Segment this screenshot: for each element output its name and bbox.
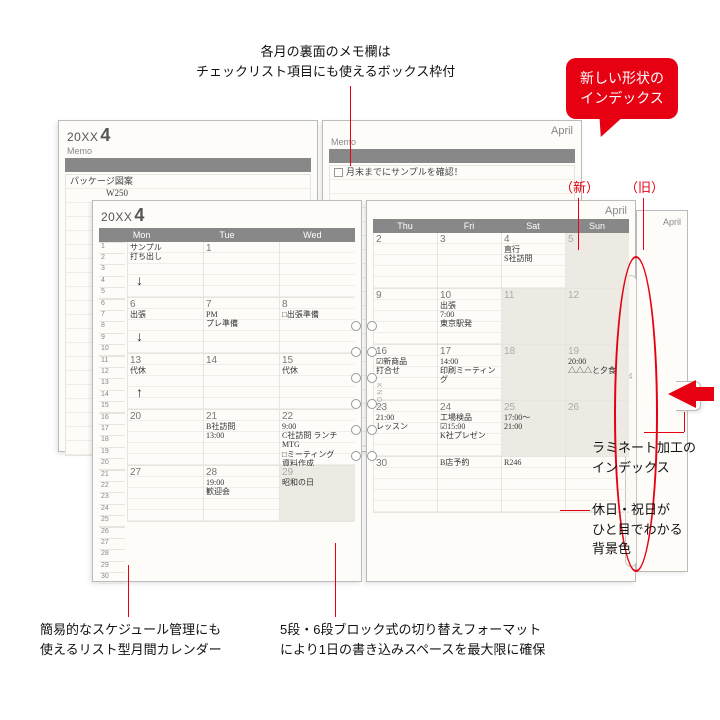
arrow-icon bbox=[668, 380, 696, 408]
callout-top: 各月の裏面のメモ欄はチェックリスト項目にも使えるボックス枠付 bbox=[196, 42, 455, 81]
calendar-cell: 24工場検品☑15:00K社プレゼン bbox=[437, 401, 501, 457]
calendar-cell: 30 bbox=[373, 457, 437, 513]
calendar-cell: 9 bbox=[373, 289, 437, 345]
callout-right-b: 休日・祝日がひと目でわかる背景色 bbox=[592, 500, 683, 559]
calendar-cell: R246 bbox=[501, 457, 565, 513]
calendar-cell: 229:00C社訪問 ランチMTG□ミーティング資料作成 bbox=[279, 410, 355, 466]
weekday-bar-left: MonTueWed bbox=[99, 228, 355, 242]
calendar-cell: 15代休 bbox=[279, 354, 355, 410]
calendar-cell: 6出張↓ bbox=[127, 298, 203, 354]
callout-bubble: 新しい形状のインデックス bbox=[566, 58, 678, 119]
calendar-cell: 1 bbox=[203, 242, 279, 298]
callout-bottom-right: 5段・6段ブロック式の切り替えフォーマットにより1日の書き込みスペースを最大限に… bbox=[280, 620, 545, 659]
calendar-cell: 3 bbox=[437, 233, 501, 289]
calendar-cell: 2517:00〜21:00 bbox=[501, 401, 565, 457]
calendar-cell: 2819:00歓迎会 bbox=[203, 466, 279, 522]
calendar-cell: 29昭和の日 bbox=[279, 466, 355, 522]
calendar-cell: 18 bbox=[501, 345, 565, 401]
calendar-cell: 14 bbox=[203, 354, 279, 410]
calendar-page-left: 20XX4 MonTueWed 123456789101112131415161… bbox=[92, 200, 362, 582]
callout-right-a: ラミネート加工のインデックス bbox=[592, 438, 696, 477]
calendar-cell: 20 bbox=[127, 410, 203, 466]
calendar-cell: B店予約 bbox=[437, 457, 501, 513]
calendar-cell: 16☑新商品打合せ bbox=[373, 345, 437, 401]
calendar-cell: 10出張7:00東京駅発 bbox=[437, 289, 501, 345]
weekday-bar-right: ThuFriSatSun bbox=[373, 219, 629, 233]
calendar-cell: 21B社訪問 13:00 bbox=[203, 410, 279, 466]
calendar-cell: 4直行S社訪問 bbox=[501, 233, 565, 289]
callout-bottom-left: 簡易的なスケジュール管理にも使えるリスト型月間カレンダー bbox=[40, 620, 222, 659]
calendar-grid-left: サンプル打ち出し↓16出張↓7PMプレ準備8□出張準備 13代休↑1415代休 20… bbox=[127, 242, 355, 576]
label-old: （旧） bbox=[625, 178, 664, 198]
calendar-cell: 2321:00レッスン bbox=[373, 401, 437, 457]
calendar-cell bbox=[279, 242, 355, 298]
calendar-cell: 11 bbox=[501, 289, 565, 345]
calendar-cell: 1714:00印刷ミーティング bbox=[437, 345, 501, 401]
calendar-cell: 13代休↑ bbox=[127, 354, 203, 410]
calendar-cell: 5 bbox=[565, 233, 629, 289]
calendar-grid-right: 234直行S社訪問5910出張7:00東京駅発111216☑新商品打合せ1714… bbox=[373, 233, 629, 567]
calendar-cell: 7PMプレ準備 bbox=[203, 298, 279, 354]
calendar-cell: 8□出張準備 bbox=[279, 298, 355, 354]
label-new: （新） bbox=[560, 178, 599, 198]
calendar-cell: 2 bbox=[373, 233, 437, 289]
list-column: 1234567891011121314151617181920212223242… bbox=[99, 242, 125, 576]
calendar-cell: サンプル打ち出し↓ bbox=[127, 242, 203, 298]
calendar-cell: 27 bbox=[127, 466, 203, 522]
